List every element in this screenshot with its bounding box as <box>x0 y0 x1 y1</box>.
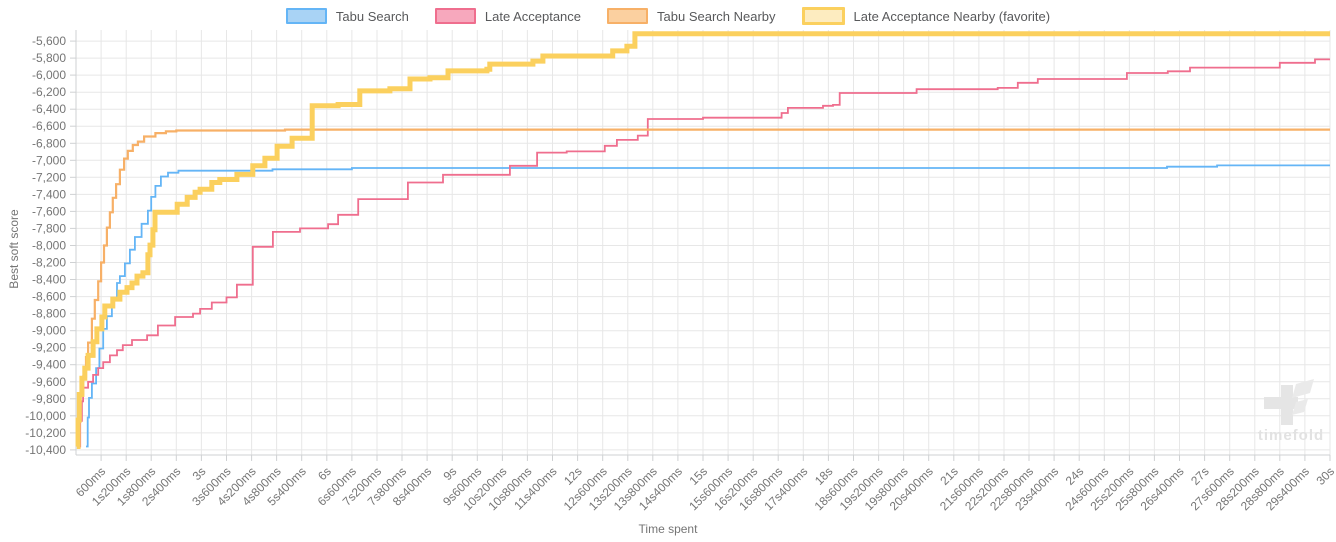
x-tick-label: 30s <box>1314 464 1336 488</box>
y-axis-title: Best soft score <box>7 209 21 289</box>
x-tick-label: 9s <box>440 464 459 483</box>
y-tick-label: -7,000 <box>32 153 66 167</box>
y-tick-label: -6,000 <box>32 68 66 82</box>
y-tick-label: -9,800 <box>32 392 66 406</box>
x-tick-label: 3s <box>190 464 209 483</box>
legend-item-late-acceptance[interactable]: Late Acceptance <box>434 8 582 24</box>
y-tick-label: -6,800 <box>32 136 66 150</box>
chart-legend: Tabu Search Late Acceptance Tabu Search Ne… <box>0 7 1336 25</box>
y-tick-label: -10,400 <box>25 443 66 457</box>
y-tick-label: -9,600 <box>32 375 66 389</box>
y-tick-label: -9,200 <box>32 341 66 355</box>
legend-item-late-acceptance-nearby-favorite[interactable]: Late Acceptance Nearby (favorite) <box>801 7 1051 25</box>
timefold-logo-icon <box>1264 379 1314 425</box>
series-line-tabu-search <box>86 164 1330 448</box>
series-line-late-acceptance-nearby-favorite <box>75 31 1330 449</box>
legend-item-tabu-search[interactable]: Tabu Search <box>285 8 409 24</box>
series-line-late-acceptance <box>78 58 1330 448</box>
legend-swatch-icon <box>434 8 476 24</box>
watermark-text: timefold <box>1258 427 1324 444</box>
x-axis-title: Time spent <box>638 522 698 536</box>
legend-swatch-icon <box>801 7 845 25</box>
y-tick-label: -5,800 <box>32 51 66 65</box>
x-tick-label: 6s <box>315 464 334 483</box>
y-tick-label: -8,200 <box>32 256 66 270</box>
y-tick-label: -7,200 <box>32 170 66 184</box>
y-tick-label: -6,600 <box>32 119 66 133</box>
y-tick-label: -10,200 <box>25 426 66 440</box>
y-tick-label: -7,600 <box>32 204 66 218</box>
y-tick-label: -10,000 <box>25 409 66 423</box>
y-tick-label: -9,400 <box>32 358 66 372</box>
legend-item-label: Tabu Search Nearby <box>657 8 776 24</box>
y-tick-label: -8,800 <box>32 307 66 321</box>
y-tick-label: -7,800 <box>32 221 66 235</box>
legend-item-label: Late Acceptance Nearby (favorite) <box>853 8 1051 24</box>
legend-item-label: Tabu Search <box>335 8 409 24</box>
y-tick-label: -8,600 <box>32 290 66 304</box>
y-tick-label: -7,400 <box>32 187 66 201</box>
y-tick-label: -6,200 <box>32 85 66 99</box>
y-tick-label: -9,000 <box>32 324 66 338</box>
y-tick-label: -6,400 <box>32 102 66 116</box>
y-tick-label: -5,600 <box>32 34 66 48</box>
legend-swatch-icon <box>607 8 649 24</box>
y-tick-label: -8,400 <box>32 273 66 287</box>
legend-swatch-icon <box>285 8 327 24</box>
y-tick-label: -8,000 <box>32 239 66 253</box>
legend-item-label: Late Acceptance <box>484 8 582 24</box>
legend-item-tabu-search-nearby[interactable]: Tabu Search Nearby <box>607 8 776 24</box>
timefold-watermark: timefold <box>1258 379 1324 444</box>
